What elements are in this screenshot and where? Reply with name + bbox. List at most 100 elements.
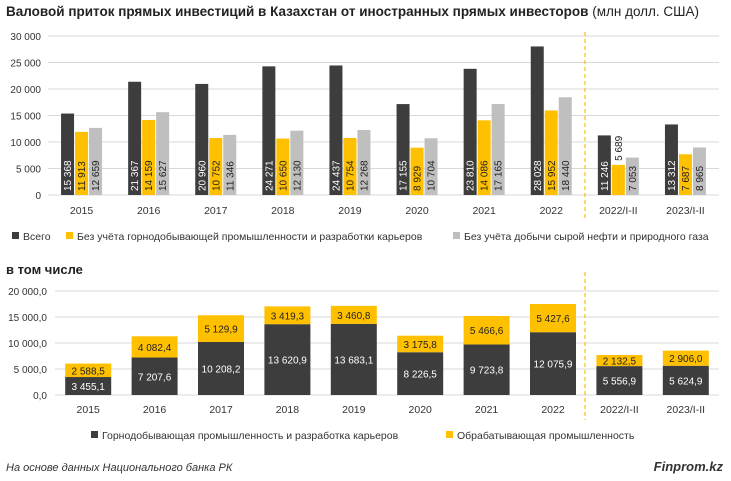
bar-no-oil-gas: [424, 138, 438, 195]
x-tick-label: 2022: [541, 404, 565, 416]
bar-mining: [330, 323, 377, 395]
chart-title-unit: (млн долл. США): [592, 4, 700, 19]
y-tick-label: 5 000,0: [14, 365, 48, 376]
y-tick-label: 30 000: [10, 32, 41, 43]
data-label: 17 165: [494, 160, 505, 191]
x-tick-label: 2017: [209, 404, 233, 416]
bar-manufacturing: [397, 335, 444, 353]
data-label-mining: 5 556,9: [603, 377, 637, 388]
y-tick-label: 25 000: [10, 59, 41, 70]
bar-mining: [596, 366, 643, 395]
total-investment-chart: 0 5 000 10 000 15 000 20 000 25 000 30 000 15 3…: [10, 32, 719, 243]
data-label-manufacturing: 5 466,6: [470, 326, 504, 337]
data-label: 24 437: [331, 160, 342, 191]
bar-no-oil-gas: [156, 112, 170, 195]
data-label: 15 627: [158, 160, 169, 191]
bar-mining: [65, 377, 112, 395]
x-tick-label: 2019: [338, 205, 362, 217]
bar-mining: [662, 365, 709, 395]
chart-title: Валовой приток прямых инвестиций в Казах…: [6, 4, 699, 19]
bar-no-oil-gas: [223, 134, 237, 195]
bar-manufacturing: [330, 305, 377, 324]
bar-no-mining: [477, 120, 491, 195]
legend-label: Обрабатывающая промышленность: [457, 430, 635, 442]
bar-manufacturing: [463, 316, 510, 345]
bar-manufacturing: [662, 350, 709, 366]
bar-mining: [530, 332, 576, 395]
data-label-manufacturing: 5 129,9: [204, 325, 238, 336]
x-tick-label: 2018: [271, 205, 295, 217]
bar-total: [396, 104, 410, 195]
x-tick-label: 2021: [472, 205, 496, 217]
data-label-manufacturing: 4 082,4: [138, 343, 172, 354]
bar-no-mining: [678, 154, 692, 195]
data-label: 10 704: [427, 160, 438, 191]
y-tick-label: 10 000: [10, 138, 41, 149]
data-label: 12 659: [91, 160, 102, 191]
data-label-mining: 13 620,9: [268, 356, 307, 367]
x-tick-label: 2019: [342, 404, 366, 416]
data-label-mining: 13 683,1: [334, 355, 373, 366]
y-tick-label: 15 000,0: [8, 313, 47, 324]
x-tick-label: 2023/I-II: [666, 205, 705, 217]
chart-subtitle: в том числе: [6, 262, 83, 277]
legend-label: Горнодобывающая промышленность и разрабо…: [102, 430, 399, 442]
data-label: 12 130: [292, 160, 303, 191]
data-label-manufacturing: 5 427,6: [536, 314, 570, 325]
bar-no-oil-gas: [290, 130, 304, 195]
data-label: 24 271: [264, 160, 275, 191]
legend-label: Всего: [23, 231, 51, 243]
data-label: 8 965: [695, 166, 706, 191]
bar-manufacturing: [131, 336, 178, 358]
data-label: 13 312: [667, 160, 678, 191]
bar-total: [262, 66, 276, 195]
bar-total: [664, 124, 678, 195]
legend-swatch: [446, 431, 453, 438]
bar-total: [128, 81, 142, 195]
data-label-mining: 9 723,8: [470, 366, 504, 377]
chart-title-main: Валовой приток прямых инвестиций в Казах…: [6, 4, 589, 19]
data-label: 10 752: [211, 160, 222, 191]
source-note: На основе данных Национального банка РК: [6, 462, 233, 474]
bar-no-mining: [276, 138, 290, 195]
y-tick-label: 0: [35, 191, 41, 202]
x-tick-label: 2022/I-II: [599, 205, 638, 217]
x-tick-label: 2016: [137, 205, 161, 217]
bar-no-mining: [75, 131, 89, 195]
data-label: 5 689: [614, 135, 625, 160]
data-label: 7 053: [628, 166, 639, 191]
bar-no-mining: [142, 119, 156, 195]
y-tick-label: 0,0: [33, 391, 47, 402]
bar-mining: [198, 341, 244, 395]
bar-total: [597, 135, 611, 195]
bar-no-oil-gas: [357, 129, 371, 195]
data-label-manufacturing: 2 132,5: [603, 357, 637, 368]
bar-mining: [397, 352, 444, 395]
data-label: 11 246: [600, 161, 611, 191]
y-tick-label: 5 000: [16, 165, 41, 176]
data-label-manufacturing: 2 906,0: [669, 354, 703, 365]
x-tick-label: 2020: [409, 404, 433, 416]
x-tick-label: 2018: [276, 404, 300, 416]
data-label-manufacturing: 3 460,8: [337, 311, 371, 322]
bar-no-mining: [209, 138, 223, 195]
data-label-manufacturing: 3 175,8: [404, 340, 438, 351]
legend-swatch: [12, 232, 19, 239]
bar-no-mining: [611, 164, 625, 195]
bar-total: [195, 83, 209, 195]
x-tick-label: 2022: [540, 205, 564, 217]
bar-total: [463, 68, 477, 195]
data-label: 14 086: [480, 160, 491, 191]
x-tick-label: 2021: [475, 404, 499, 416]
bar-manufacturing: [596, 355, 643, 367]
bar-no-oil-gas: [89, 127, 103, 195]
data-label-mining: 8 226,5: [404, 370, 438, 381]
data-label-mining: 3 455,1: [72, 382, 106, 393]
data-label: 10 650: [278, 160, 289, 191]
bar-no-mining: [410, 147, 424, 195]
data-label: 17 155: [399, 160, 410, 191]
bar-total: [530, 46, 544, 195]
data-label: 15 368: [63, 160, 74, 191]
x-tick-label: 2016: [143, 404, 167, 416]
legend-swatch: [66, 232, 73, 239]
